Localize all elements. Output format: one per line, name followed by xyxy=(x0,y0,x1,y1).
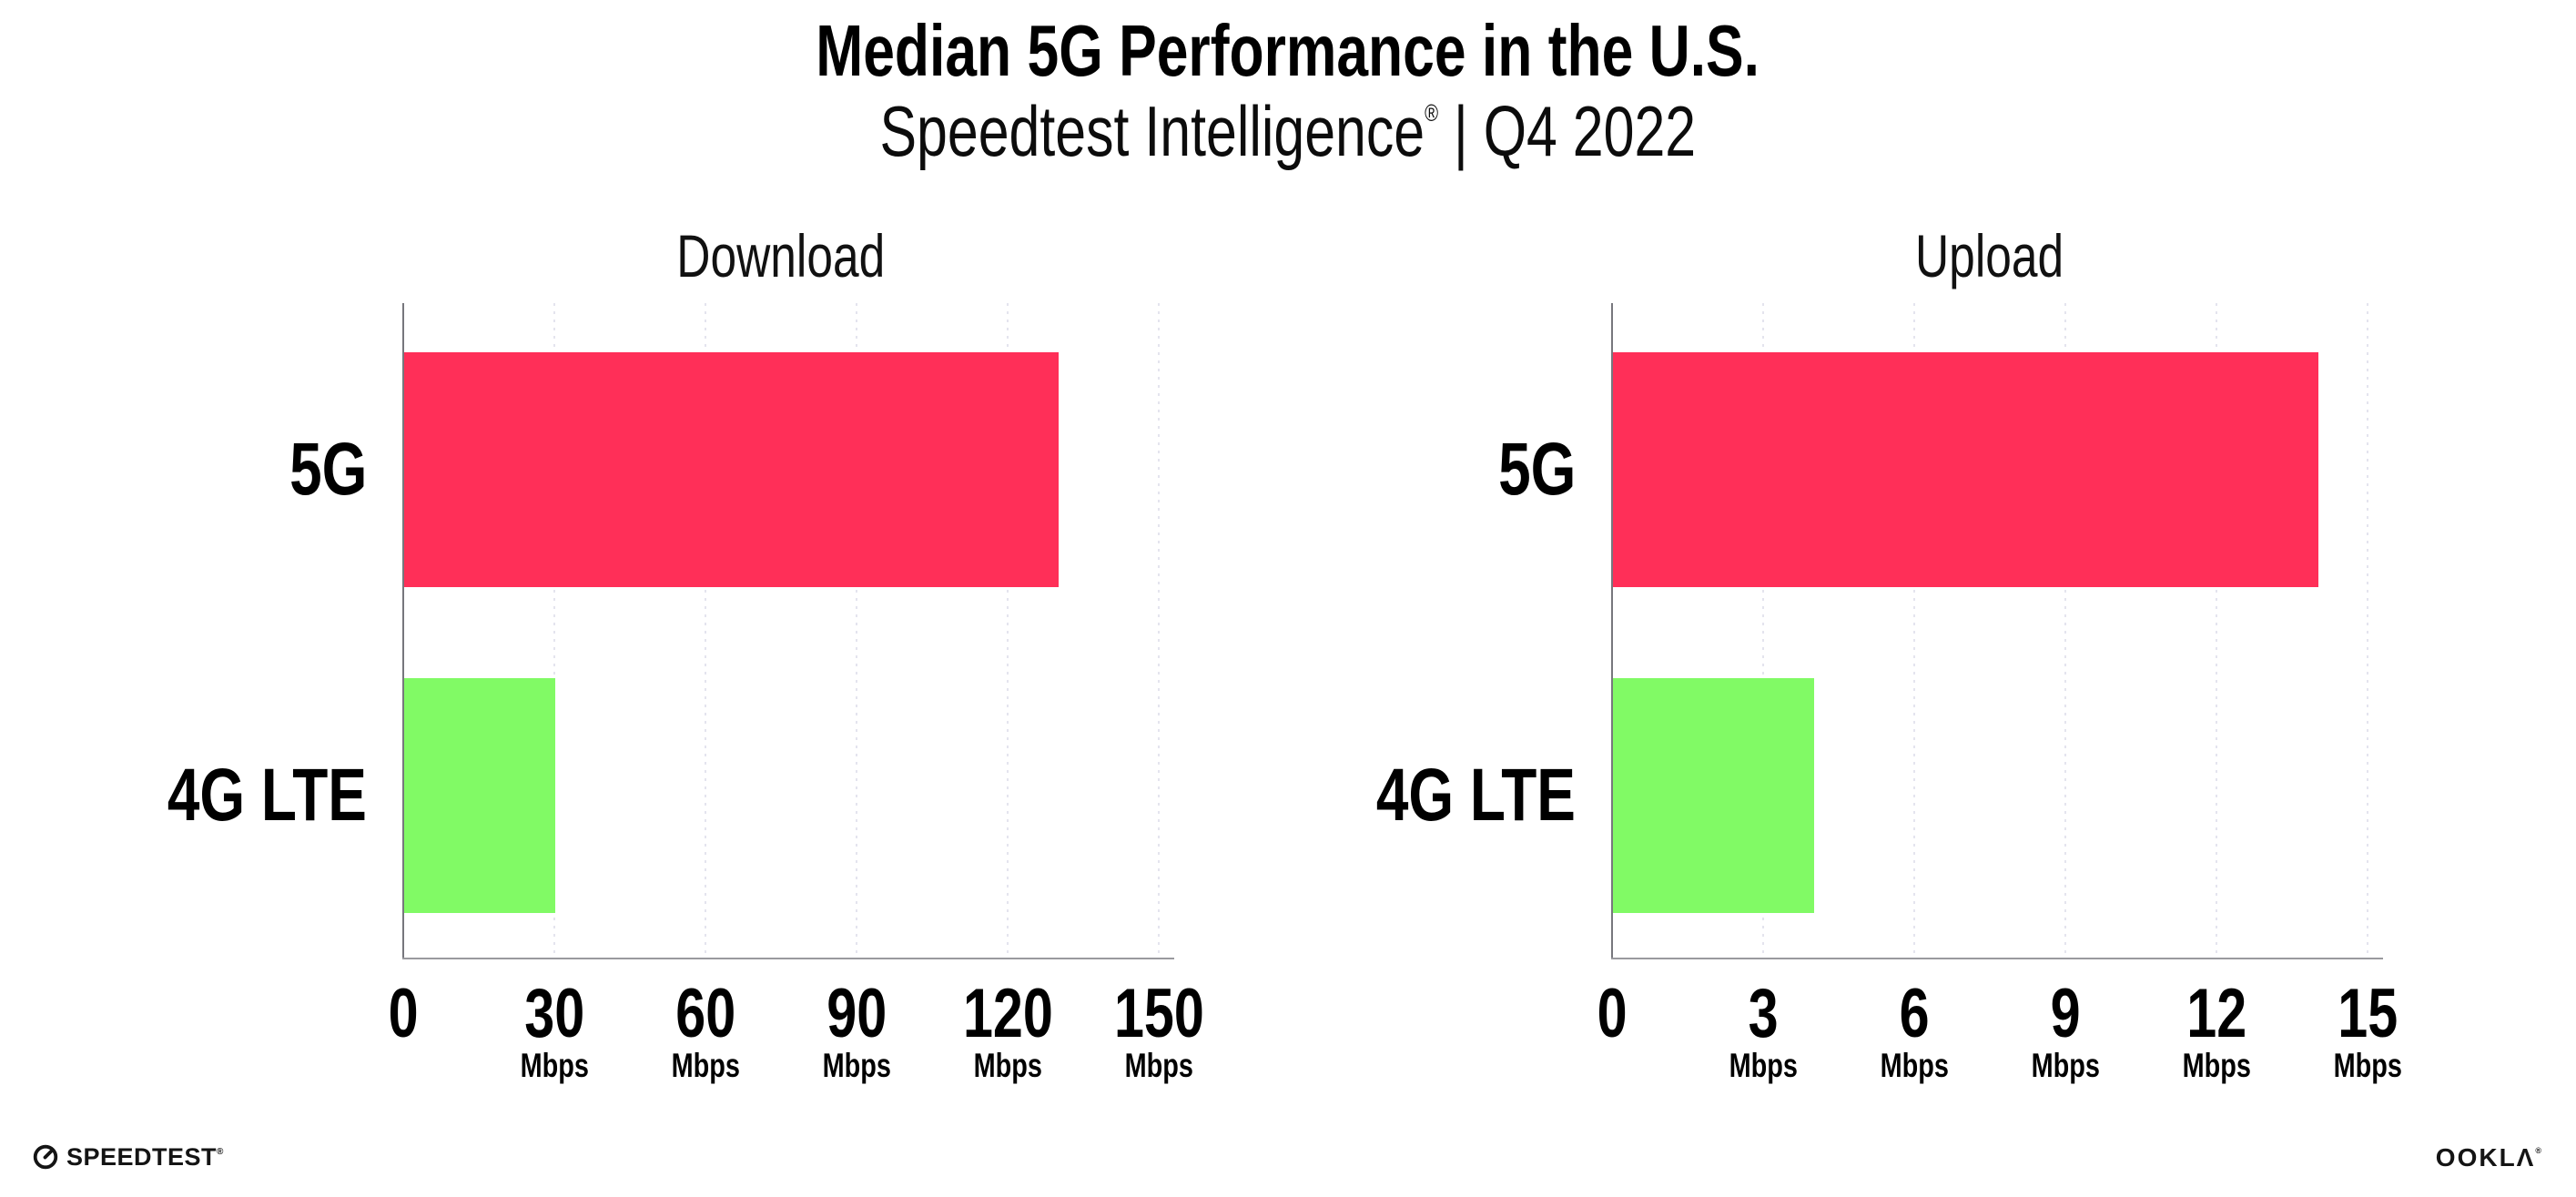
tick-unit-30: Mbps xyxy=(445,1049,664,1082)
tick-label-0: 0 xyxy=(1503,979,1721,1049)
speedtest-wordmark: SPEEDTEST® xyxy=(66,1142,224,1171)
gridline-15 xyxy=(2367,303,2368,959)
chart-title-download: Download xyxy=(349,226,1213,286)
bar-4g-lte-upload xyxy=(1613,678,1814,913)
tick-unit-text: Mbps xyxy=(1124,1047,1193,1084)
category-label-5g: 5G xyxy=(3,432,367,507)
tick-unit-60: Mbps xyxy=(596,1049,815,1082)
tick-label-15: 15 xyxy=(2258,979,2477,1049)
y-axis-line xyxy=(1611,303,1613,959)
subtitle-period: | Q4 2022 xyxy=(1438,91,1697,171)
category-label-text: 5G xyxy=(289,428,367,511)
category-label-text: 4G LTE xyxy=(1375,754,1576,837)
tick-label-120: 120 xyxy=(898,979,1117,1049)
tick-label-text: 9 xyxy=(2050,975,2081,1052)
tick-label-text: 60 xyxy=(675,975,735,1052)
category-label-text: 4G LTE xyxy=(167,754,367,837)
page-title: Median 5G Performance in the U.S. xyxy=(816,10,1760,91)
gridline-9 xyxy=(2064,303,2066,959)
y-axis-line xyxy=(402,303,404,959)
tick-unit-9: Mbps xyxy=(1956,1049,2175,1082)
tick-label-6: 6 xyxy=(1805,979,2023,1049)
category-label-4g-lte: 4G LTE xyxy=(3,758,367,833)
category-label-text: 5G xyxy=(1497,428,1576,511)
tick-unit-text: Mbps xyxy=(1880,1047,1949,1084)
tick-unit-text: Mbps xyxy=(2031,1047,2100,1084)
speedtest-logo: SPEEDTEST® xyxy=(32,1142,224,1172)
x-axis-line xyxy=(402,958,1174,959)
category-label-5g: 5G xyxy=(1212,432,1576,507)
tick-unit-text: Mbps xyxy=(2182,1047,2251,1084)
speedtest-registered-mark: ® xyxy=(217,1146,224,1157)
gridline-6 xyxy=(1913,303,1915,959)
ookla-registered-mark: ® xyxy=(2535,1146,2543,1155)
tick-label-text: 0 xyxy=(388,975,419,1052)
tick-unit-12: Mbps xyxy=(2107,1049,2326,1082)
tick-label-90: 90 xyxy=(747,979,966,1049)
tick-label-text: 0 xyxy=(1597,975,1628,1052)
registered-mark: ® xyxy=(1425,99,1439,127)
speedtest-gauge-icon xyxy=(33,1144,58,1170)
gridline-12 xyxy=(2216,303,2217,959)
tick-unit-text: Mbps xyxy=(2333,1047,2402,1084)
tick-label-text: 120 xyxy=(962,975,1053,1052)
bar-5g-upload xyxy=(1613,352,2318,587)
gridline-90 xyxy=(856,303,857,959)
tick-unit-text: Mbps xyxy=(973,1047,1042,1084)
bar-4g-lte-download xyxy=(404,678,555,913)
tick-label-text: 150 xyxy=(1113,975,1204,1052)
gridline-120 xyxy=(1007,303,1009,959)
tick-unit-text: Mbps xyxy=(520,1047,589,1084)
bar-5g-download xyxy=(404,352,1059,587)
ookla-logo: OOKLΛ® xyxy=(2436,1143,2543,1172)
gridline-60 xyxy=(705,303,706,959)
gridline-30 xyxy=(553,303,555,959)
tick-label-text: 30 xyxy=(524,975,584,1052)
tick-label-3: 3 xyxy=(1654,979,1872,1049)
tick-label-12: 12 xyxy=(2107,979,2326,1049)
tick-label-text: 15 xyxy=(2338,975,2398,1052)
tick-label-text: 3 xyxy=(1748,975,1779,1052)
tick-label-60: 60 xyxy=(596,979,815,1049)
tick-unit-120: Mbps xyxy=(898,1049,1117,1082)
tick-unit-15: Mbps xyxy=(2258,1049,2477,1082)
tick-label-150: 150 xyxy=(1050,979,1268,1049)
chart-title-upload: Upload xyxy=(1557,226,2422,286)
tick-unit-text: Mbps xyxy=(822,1047,891,1084)
tick-label-text: 6 xyxy=(1899,975,1930,1052)
tick-label-text: 90 xyxy=(827,975,887,1052)
page-subtitle: Speedtest Intelligence® | Q4 2022 xyxy=(0,94,2576,169)
tick-unit-90: Mbps xyxy=(747,1049,966,1082)
tick-unit-3: Mbps xyxy=(1654,1049,1872,1082)
category-label-4g-lte: 4G LTE xyxy=(1212,758,1576,833)
chart-title-text: Upload xyxy=(1915,222,2064,289)
x-axis-line xyxy=(1611,958,2383,959)
subtitle-brand: Speedtest Intelligence xyxy=(879,91,1425,171)
tick-unit-text: Mbps xyxy=(1729,1047,1798,1084)
gridline-150 xyxy=(1158,303,1160,959)
gridline-3 xyxy=(1762,303,1764,959)
tick-unit-150: Mbps xyxy=(1050,1049,1268,1082)
chart-title-text: Download xyxy=(676,222,886,289)
ookla-wordmark: OOKLΛ xyxy=(2435,1143,2536,1172)
tick-unit-6: Mbps xyxy=(1805,1049,2023,1082)
tick-unit-text: Mbps xyxy=(671,1047,740,1084)
tick-label-9: 9 xyxy=(1956,979,2175,1049)
tick-label-30: 30 xyxy=(445,979,664,1049)
tick-label-0: 0 xyxy=(294,979,512,1049)
tick-label-text: 12 xyxy=(2186,975,2246,1052)
